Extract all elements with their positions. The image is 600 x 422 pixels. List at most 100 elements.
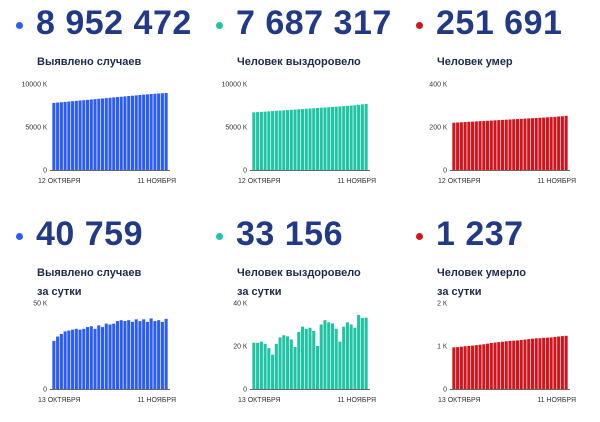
bar: [312, 108, 316, 170]
bar: [252, 342, 256, 389]
y-tick-label: 5000 К: [225, 125, 248, 132]
bar: [89, 99, 93, 170]
stat-label-line: Выявлено случаев: [37, 267, 142, 279]
x-start-label: 13 ОКТЯБРЯ: [238, 397, 281, 404]
stat-panel-daily-deaths: 1 237 Человек умерло за сутки 2 К 1 К 0 13 …: [400, 211, 600, 422]
stat-value: 8 952 472: [36, 4, 192, 42]
bar: [560, 336, 564, 389]
bar: [149, 318, 153, 389]
bar: [553, 336, 557, 389]
stat-panel-total-recovered: 7 687 317 Человек выздоровело 10000 К 500…: [200, 0, 400, 211]
x-start-label: 13 ОКТЯБРЯ: [438, 397, 481, 404]
stat-label-line: за сутки: [37, 286, 82, 298]
bar: [274, 343, 278, 389]
bar: [360, 318, 364, 389]
bar: [338, 341, 342, 389]
bar: [142, 319, 146, 389]
bar: [259, 341, 263, 389]
bullet-dot-icon: [416, 22, 423, 29]
x-end-label: 11 НОЯБРЯ: [537, 178, 576, 185]
bar: [538, 338, 542, 389]
bar-chart: 40 К 20 К 0 13 ОКТЯБРЯ 11 НОЯБРЯ: [233, 301, 376, 405]
bar: [489, 120, 493, 170]
bar: [493, 120, 497, 170]
y-tick-label: 0: [443, 168, 447, 175]
bar: [145, 94, 149, 170]
bar: [500, 119, 505, 170]
bar: [482, 344, 486, 389]
bar: [345, 322, 349, 389]
x-start-label: 12 ОКТЯБРЯ: [38, 178, 81, 185]
bar: [274, 110, 278, 170]
bar: [545, 337, 549, 389]
bar: [463, 122, 467, 170]
bar: [153, 93, 157, 170]
bar: [289, 109, 293, 170]
bar: [63, 331, 67, 389]
bar: [349, 105, 353, 170]
bar: [357, 314, 361, 389]
x-end-label: 11 НОЯБРЯ: [137, 397, 176, 404]
bar: [508, 119, 512, 170]
bar: [142, 94, 146, 170]
bar: [456, 347, 460, 389]
bar: [493, 342, 497, 389]
bar: [157, 93, 161, 170]
bar: [56, 102, 60, 170]
bar: [530, 338, 534, 389]
bar: [474, 345, 478, 389]
y-tick-label: 10000 К: [222, 82, 248, 89]
bar: [86, 99, 90, 170]
stat-value: 40 759: [36, 215, 143, 253]
bullet-dot-icon: [16, 233, 23, 240]
bar: [323, 107, 327, 170]
stat-label: Человек умерло за сутки: [437, 264, 526, 302]
bar: [542, 117, 546, 170]
stat-value: 1 237: [436, 215, 524, 253]
bar: [357, 104, 361, 170]
bar: [97, 98, 101, 170]
bar: [52, 102, 56, 170]
stat-label-line: Человек умер: [437, 56, 513, 68]
bar: [100, 327, 105, 389]
bar: [463, 346, 467, 389]
bar: [534, 338, 538, 389]
bar: [252, 112, 256, 170]
bar: [478, 344, 482, 389]
bar: [263, 111, 267, 170]
bar: [123, 96, 127, 170]
bar: [364, 103, 368, 170]
bar: [160, 93, 164, 170]
bullet-dot-icon: [216, 233, 223, 240]
bar: [323, 320, 327, 389]
bar: [497, 342, 501, 389]
stat-label: Человек выздоровело за сутки: [237, 264, 361, 302]
bar: [82, 328, 86, 389]
bar: [315, 107, 320, 170]
bar: [557, 336, 561, 389]
bar: [342, 326, 346, 389]
bar: [504, 119, 508, 170]
bar: [304, 328, 308, 389]
bar: [115, 97, 120, 170]
bar: [115, 321, 120, 389]
bar: [86, 327, 90, 389]
bar: [534, 117, 538, 170]
x-start-label: 12 ОКТЯБРЯ: [438, 178, 481, 185]
bar: [508, 340, 512, 389]
bar: [59, 333, 63, 389]
y-tick-label: 0: [43, 168, 47, 175]
bar: [267, 111, 271, 170]
bar: [104, 98, 108, 170]
stat-label-line: Человек выздоровело: [237, 267, 361, 279]
bar: [319, 107, 323, 170]
bar: [538, 117, 542, 170]
bar: [312, 330, 316, 389]
bar-chart: 2 К 1 К 0 13 ОКТЯБРЯ 11 НОЯБРЯ: [437, 301, 576, 405]
bar: [263, 343, 267, 389]
bar: [456, 122, 460, 170]
stat-panel-daily-recovered: 33 156 Человек выздоровело за сутки 40 К…: [200, 211, 400, 422]
bar: [138, 95, 142, 170]
bar: [315, 346, 320, 389]
bar: [327, 107, 331, 170]
